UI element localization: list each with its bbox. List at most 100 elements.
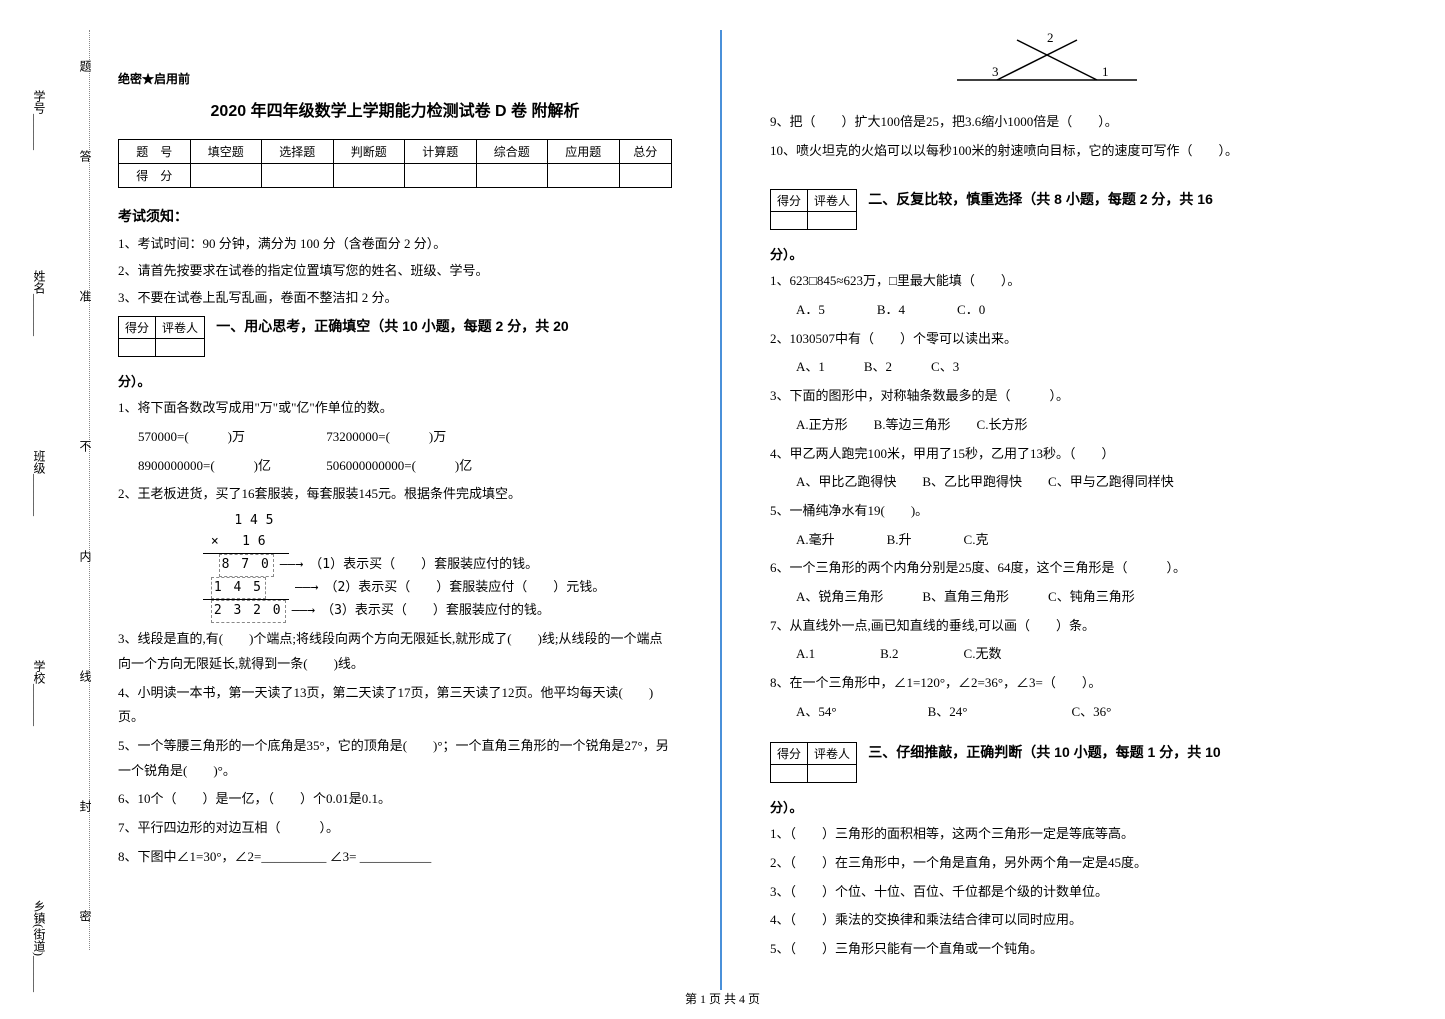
- q1: 1、将下面各数改写成用"万"或"亿"作单位的数。: [118, 396, 672, 421]
- seal-feng: 封: [77, 800, 94, 812]
- seal-ti: 题: [77, 60, 94, 72]
- s3-item: 4、（ ）乘法的交换律和乘法结合律可以同时应用。: [770, 908, 1324, 933]
- s2-item: 5、一桶纯净水有19( )。: [770, 499, 1324, 524]
- seal-mi: 密: [77, 910, 94, 922]
- side-township: 乡镇(街道)______: [31, 900, 48, 992]
- s2-item: 3、下面的图形中，对称轴条数最多的是（ ）。: [770, 384, 1324, 409]
- mini-grader-cell[interactable]: [808, 765, 857, 783]
- section3-title: 三、仔细推敲，正确判断（共 10 小题，每题 1 分，共 10: [868, 744, 1220, 760]
- section2-sub: 分）。: [770, 244, 1324, 263]
- score-cell[interactable]: [548, 164, 620, 188]
- score-col: 应用题: [548, 140, 620, 164]
- section1-sub: 分）。: [118, 371, 672, 390]
- score-col: 选择题: [262, 140, 334, 164]
- content-area: 绝密★启用前 2020 年四年级数学上学期能力检测试卷 D 卷 附解析 题 号 …: [110, 30, 1420, 990]
- calc-block: 1 4 5 × 1 6 8 7 0——→（1）表示买（ ）套服装应付的钱。 1 …: [203, 511, 672, 623]
- s2-item: A.1 B.2 C.无数: [770, 642, 1324, 667]
- mini-grader-label: 评卷人: [156, 317, 205, 339]
- s2-item: A、甲比乙跑得快 B、乙比甲跑得快 C、甲与乙跑得同样快: [770, 470, 1324, 495]
- mini-score-cell[interactable]: [119, 339, 156, 357]
- page-footer: 第 1 页 共 4 页: [0, 990, 1445, 1007]
- angle-diagram: 2 3 1: [947, 30, 1147, 100]
- q1b: 73200000=( )万: [326, 429, 446, 444]
- score-col: 总分: [619, 140, 672, 164]
- score-mini-table: 得分评卷人: [770, 189, 857, 230]
- mini-score-cell[interactable]: [771, 765, 808, 783]
- score-col: 计算题: [405, 140, 477, 164]
- score-mini-table: 得分评卷人: [118, 316, 205, 357]
- score-cell[interactable]: [405, 164, 477, 188]
- mini-grader-label: 评卷人: [808, 190, 857, 212]
- mini-grader-label: 评卷人: [808, 743, 857, 765]
- q1-line: 570000=( )万 73200000=( )万: [118, 425, 672, 450]
- section3-sub: 分）。: [770, 797, 1324, 816]
- q7: 7、平行四边形的对边互相（ ）。: [118, 816, 672, 841]
- exam-page: 乡镇(街道)______ 学校_______ 班级_______ 姓名_____…: [0, 0, 1445, 1019]
- section1-header: 得分评卷人 一、用心思考，正确填空（共 10 小题，每题 2 分，共 20: [118, 316, 672, 357]
- q3: 3、线段是直的,有( )个端点;将线段向两个方向无限延长,就形成了( )线;从线…: [118, 627, 672, 676]
- instruction-item: 1、考试时间：90 分钟，满分为 100 分（含卷面分 2 分）。: [118, 234, 672, 255]
- s2-item: 8、在一个三角形中，∠1=120°，∠2=36°，∠3=（ ）。: [770, 671, 1324, 696]
- score-summary-table: 题 号 填空题 选择题 判断题 计算题 综合题 应用题 总分 得 分: [118, 139, 672, 188]
- score-col: 综合题: [476, 140, 548, 164]
- side-class: 班级_______: [31, 450, 48, 516]
- s2-item: A.正方形 B.等边三角形 C.长方形: [770, 413, 1324, 438]
- instruction-item: 2、请首先按要求在试卷的指定位置填写您的姓名、班级、学号。: [118, 261, 672, 282]
- instructions-head: 考试须知：: [118, 206, 672, 226]
- s2-item: 6、一个三角形的两个内角分别是25度、64度，这个三角形是（ ）。: [770, 556, 1324, 581]
- s2-item: A、54° B、24° C、36°: [770, 700, 1324, 725]
- score-mini-table: 得分评卷人: [770, 742, 857, 783]
- seal-nei: 内: [77, 550, 94, 562]
- section2-title: 二、反复比较，慎重选择（共 8 小题，每题 2 分，共 16: [868, 191, 1213, 207]
- score-col-head: 题 号: [119, 140, 191, 164]
- q1d: 506000000000=( )亿: [326, 458, 472, 473]
- mini-grader-cell[interactable]: [156, 339, 205, 357]
- score-cell[interactable]: [619, 164, 672, 188]
- q4: 4、小明读一本书，第一天读了13页，第二天读了17页，第三天读了12页。他平均每…: [118, 681, 672, 730]
- svg-text:1: 1: [1102, 64, 1109, 79]
- s2-item: A．5 B．4 C．0: [770, 298, 1324, 323]
- q5: 5、一个等腰三角形的一个底角是35°，它的顶角是( )°；一个直角三角形的一个锐…: [118, 734, 672, 783]
- section2-header: 得分评卷人 二、反复比较，慎重选择（共 8 小题，每题 2 分，共 16: [770, 189, 1324, 230]
- mini-score-label: 得分: [771, 190, 808, 212]
- side-name: 姓名_______: [31, 270, 48, 336]
- score-cell[interactable]: [262, 164, 334, 188]
- instruction-item: 3、不要在试卷上乱写乱画，卷面不整洁扣 2 分。: [118, 288, 672, 309]
- score-col: 填空题: [190, 140, 262, 164]
- s2-item: A、锐角三角形 B、直角三角形 C、钝角三角形: [770, 585, 1324, 610]
- q8: 8、下图中∠1=30°，∠2=__________ ∠3= __________…: [118, 845, 672, 870]
- table-row: 得 分: [119, 164, 672, 188]
- q10: 10、喷火坦克的火焰可以以每秒100米的射速喷向目标，它的速度可写作（ ）。: [770, 139, 1324, 164]
- mini-score-label: 得分: [771, 743, 808, 765]
- calc-l1: 1 4 5: [203, 511, 672, 532]
- s3-item: 1、（ ）三角形的面积相等，这两个三角形一定是等底等高。: [770, 822, 1324, 847]
- s2-item: 7、从直线外一点,画已知直线的垂线,可以画（ ）条。: [770, 614, 1324, 639]
- s2-item: A、1 B、2 C、3: [770, 355, 1324, 380]
- paper-title: 2020 年四年级数学上学期能力检测试卷 D 卷 附解析: [118, 97, 672, 121]
- seal-xian: 线: [77, 670, 94, 682]
- side-id: 学号______: [31, 90, 48, 150]
- s2-item: A.毫升 B.升 C.克: [770, 528, 1324, 553]
- mini-grader-cell[interactable]: [808, 212, 857, 230]
- q9: 9、把（ ）扩大100倍是25，把3.6缩小1000倍是（ ）。: [770, 110, 1324, 135]
- score-row-head: 得 分: [119, 164, 191, 188]
- s3-item: 5、（ ）三角形只能有一个直角或一个钝角。: [770, 937, 1324, 962]
- calc-r2: 1 4 5: [203, 577, 289, 601]
- calc-r1: 8 7 0——→（1）表示买（ ）套服装应付的钱。: [203, 554, 672, 577]
- s3-item: 2、（ ）在三角形中，一个角是直角，另外两个角一定是45度。: [770, 851, 1324, 876]
- seal-zhun: 准: [77, 290, 94, 302]
- calc-a2: （2）表示买（ ）套服装应付（ ）元钱。: [324, 580, 605, 595]
- mini-score-cell[interactable]: [771, 212, 808, 230]
- calc-l2: × 1 6: [203, 532, 289, 554]
- score-cell[interactable]: [333, 164, 405, 188]
- q2: 2、王老板进货，买了16套服装，每套服装145元。根据条件完成填空。: [118, 482, 672, 507]
- score-cell[interactable]: [476, 164, 548, 188]
- q6: 6、10个（ ）是一亿，（ ）个0.01是0.1。: [118, 787, 672, 812]
- score-col: 判断题: [333, 140, 405, 164]
- table-row: 题 号 填空题 选择题 判断题 计算题 综合题 应用题 总分: [119, 140, 672, 164]
- secret-label: 绝密★启用前: [118, 70, 672, 87]
- q1-line: 8900000000=( )亿 506000000000=( )亿: [118, 454, 672, 479]
- score-cell[interactable]: [190, 164, 262, 188]
- left-column: 绝密★启用前 2020 年四年级数学上学期能力检测试卷 D 卷 附解析 题 号 …: [110, 30, 680, 990]
- right-column: 2 3 1 9、把（ ）扩大100倍是25，把3.6缩小1000倍是（ ）。 1…: [762, 30, 1332, 990]
